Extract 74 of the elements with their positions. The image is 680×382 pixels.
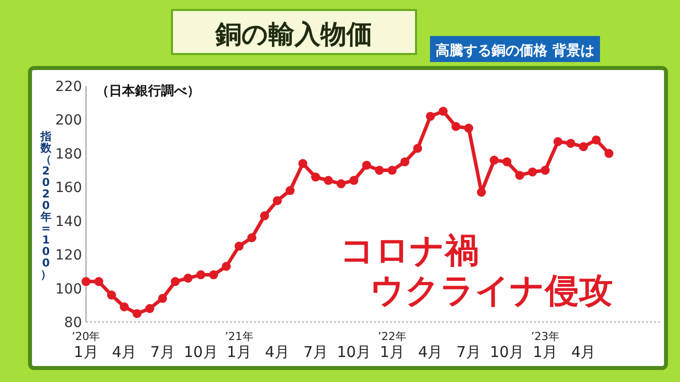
ytick: 220 [55,79,82,95]
ylabel: 指数（2020年=100） [40,130,52,281]
point [120,302,129,312]
point [324,176,333,185]
point [374,166,384,175]
point [528,167,537,176]
point [578,142,588,152]
point [515,170,524,180]
point [260,211,270,220]
point [604,148,614,158]
xtick: ’22年 [378,330,406,343]
point [413,144,422,153]
point [286,186,295,196]
point [540,166,550,175]
point [222,262,231,271]
annotation: （日本銀行調べ） [96,84,200,99]
point [82,277,90,286]
point [464,124,474,133]
xtick: 4月 [112,343,137,361]
point [388,166,397,175]
xtick: 10月 [184,343,218,361]
ytick: 80 [64,315,82,331]
point [426,112,435,121]
point [476,188,486,197]
xtick: 10月 [336,343,371,361]
point [234,242,244,251]
point [438,106,448,116]
title: 銅の輸入物価 [216,20,372,50]
ytick: 100 [55,281,82,298]
point [451,122,460,131]
xtick: ’21年 [224,330,254,343]
xtick: 1月 [74,343,98,361]
ytick: 160 [55,180,82,196]
point [272,196,282,206]
point [170,277,180,286]
point [247,233,256,242]
ytick: 200 [55,112,82,129]
xtick: 4月 [418,343,443,361]
xtick: 1月 [380,343,404,361]
point [184,274,193,283]
point [298,159,308,168]
xtick: 4月 [265,343,290,361]
point [145,304,154,314]
xtick: 7月 [456,343,481,361]
xtick: 7月 [150,343,175,361]
xtick: ’20年 [72,330,100,343]
annotation: コロナ禍 [340,231,479,271]
ytick: 180 [55,146,82,162]
subtitle: 高騰する銅の価格 背景は [436,43,594,59]
xtick: 10月 [490,343,524,361]
xtick: 7月 [303,343,328,361]
ytick: 120 [55,248,82,264]
point [196,270,206,280]
point [349,176,358,185]
xtick: ’23年 [530,330,560,343]
xtick: 1月 [226,343,252,361]
point [107,290,116,300]
point [311,172,320,182]
point [336,179,346,188]
point [209,270,218,280]
point [553,137,562,146]
point [94,277,104,286]
point [362,160,372,170]
xtick: 1月 [532,343,558,361]
point [502,157,512,166]
point [158,294,168,303]
point [132,309,142,318]
annotation: ウクライナ侵攻 [370,271,613,311]
point [592,135,601,144]
xtick: 4月 [571,343,596,361]
point [400,157,410,166]
point [490,156,499,165]
point [566,138,576,148]
ytick: 140 [55,214,82,230]
